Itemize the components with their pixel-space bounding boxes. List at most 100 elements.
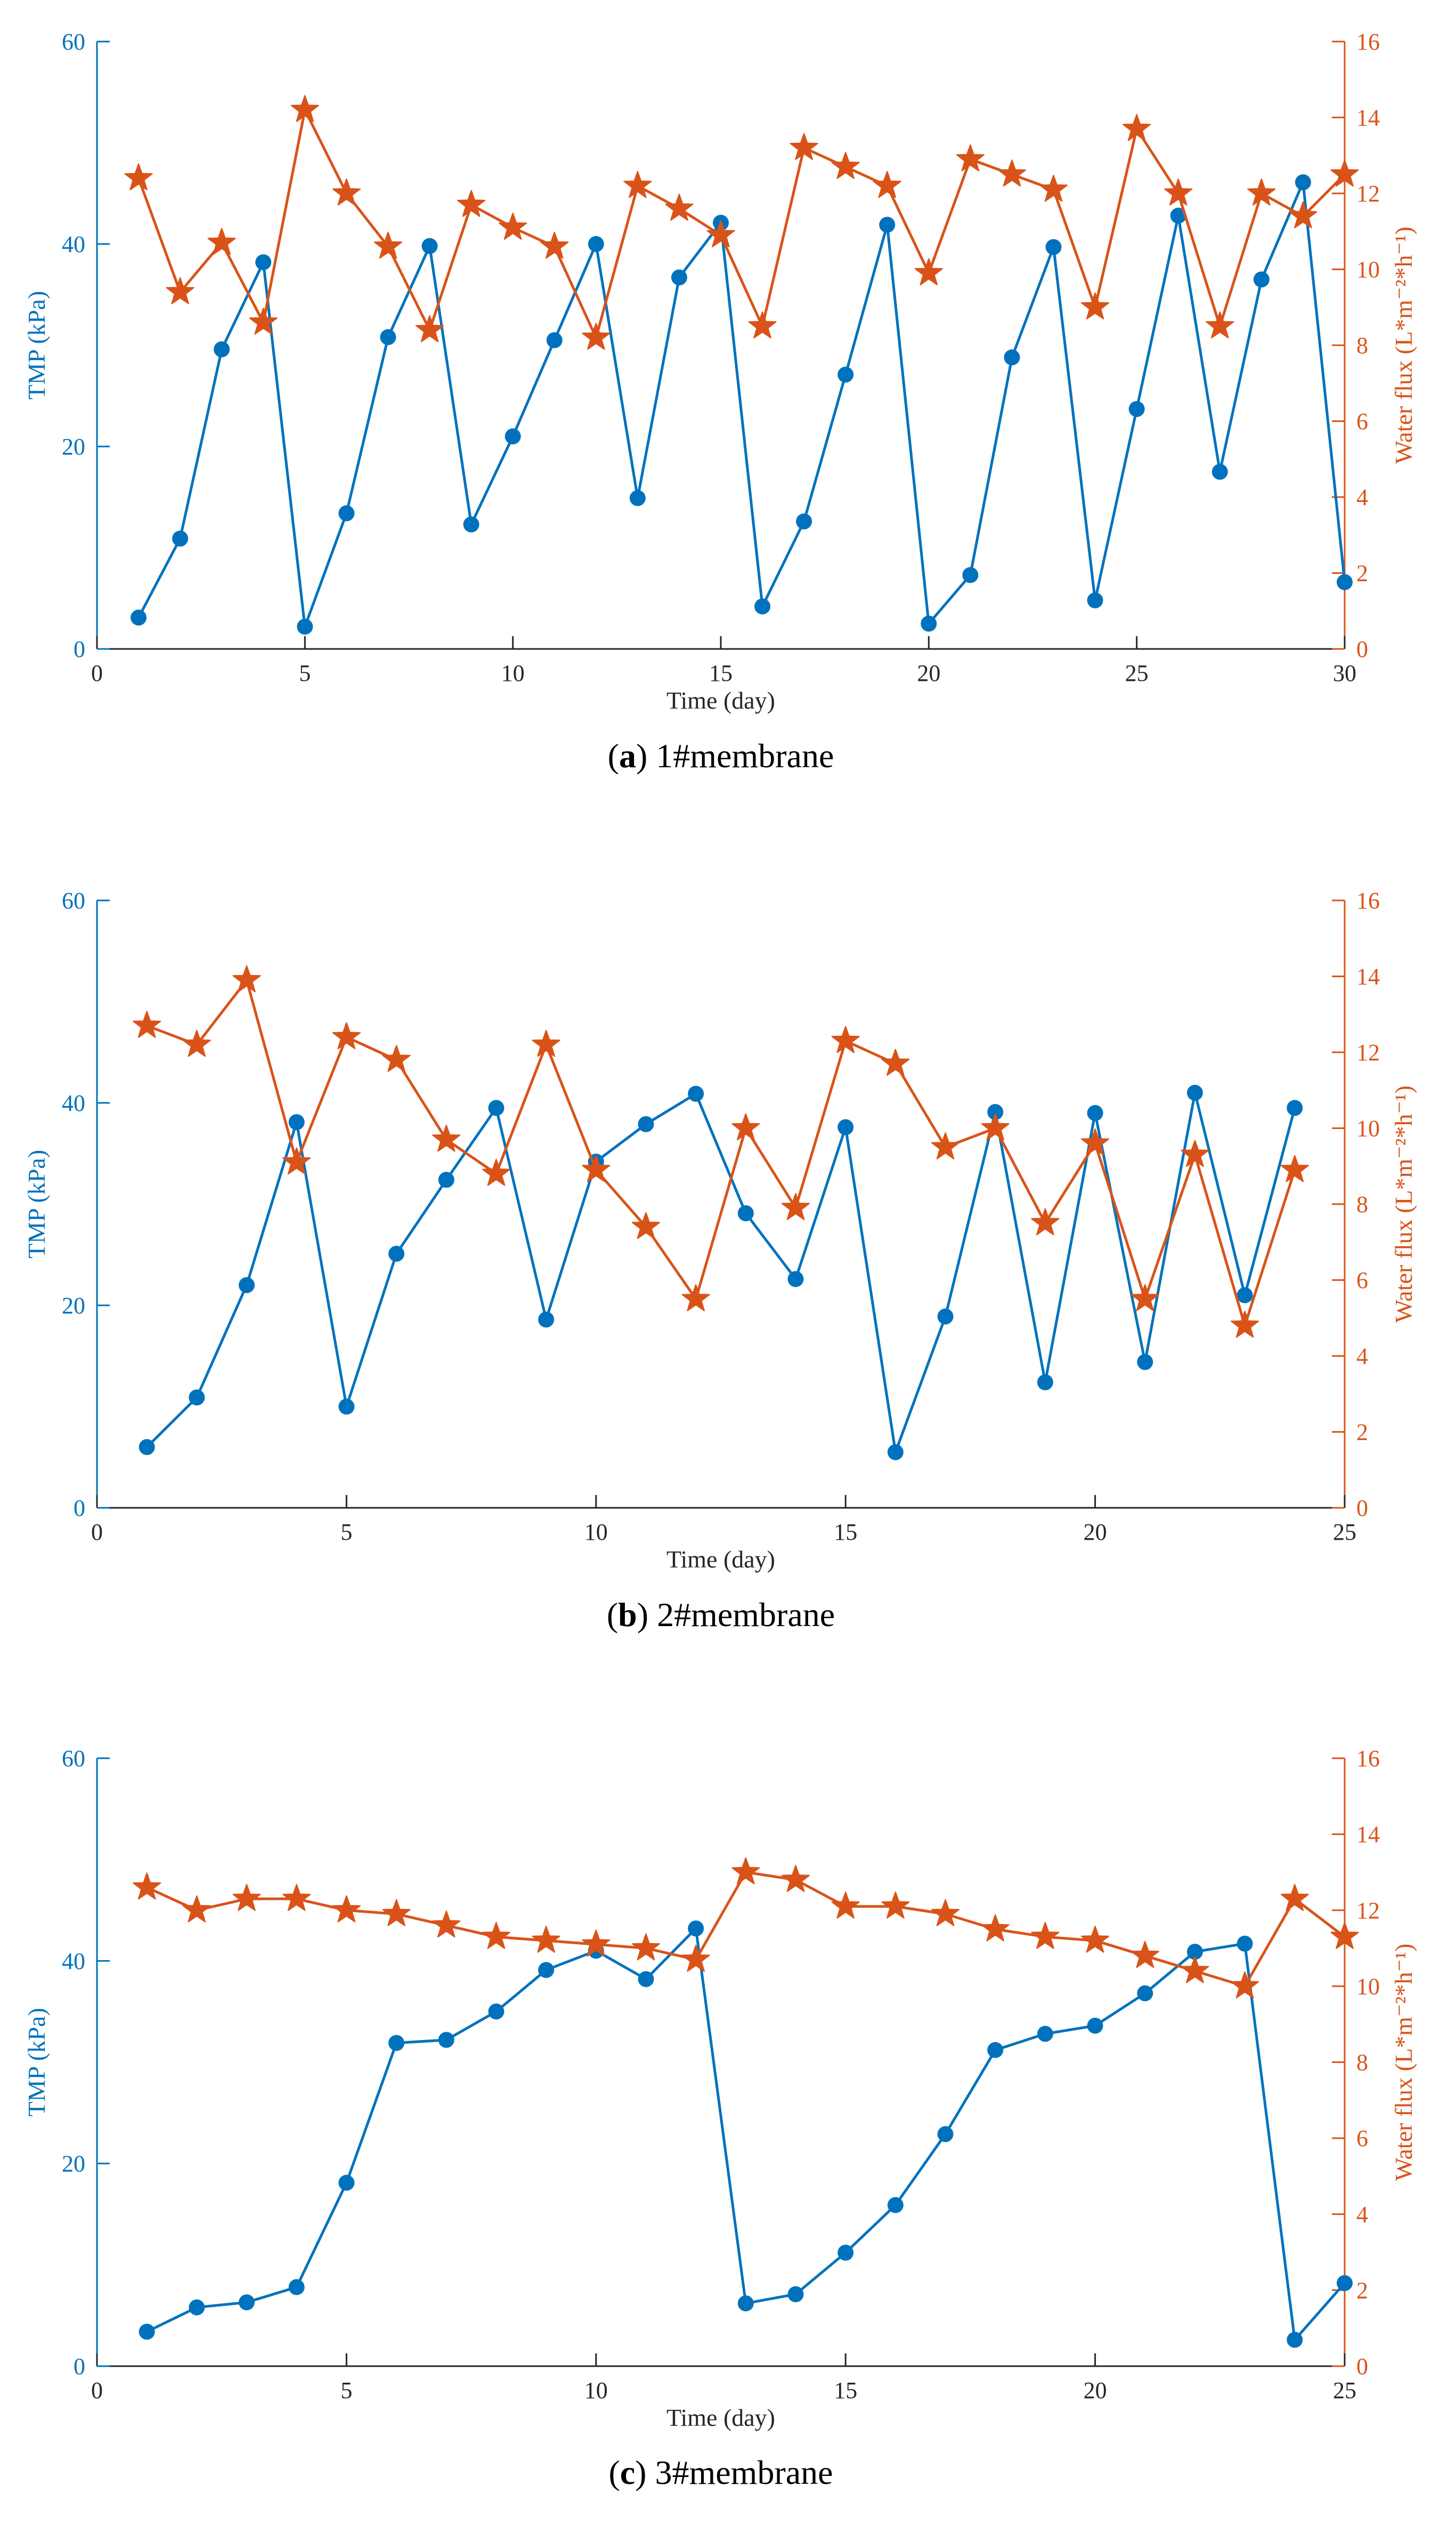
- tmp-point: [438, 1172, 454, 1188]
- right-y-tick-label: 16: [1356, 29, 1380, 55]
- tmp-point: [488, 1100, 505, 1116]
- left-y-tick-label: 40: [62, 231, 85, 257]
- x-tick-label: 20: [917, 660, 940, 686]
- water-flux-point: [681, 1945, 710, 1972]
- series-line-water-flux: [146, 1871, 1346, 1988]
- right-y-tick-label: 16: [1356, 1745, 1380, 1772]
- tmp-point: [987, 2042, 1004, 2058]
- tmp-point: [338, 505, 355, 522]
- water-flux-point: [432, 1124, 461, 1152]
- tmp-point: [588, 236, 604, 252]
- x-tick-label: 15: [834, 1519, 857, 1545]
- tmp-point: [139, 1439, 155, 1455]
- tmp-point: [1170, 207, 1186, 224]
- x-tick-label: 25: [1333, 2377, 1356, 2403]
- x-tick-label: 20: [1084, 1519, 1107, 1545]
- tmp-point: [887, 2197, 904, 2213]
- tmp-point: [1087, 592, 1103, 608]
- right-y-axis-title: Water flux (L*m⁻²*h⁻¹): [1390, 226, 1417, 464]
- caption-letter: a: [619, 737, 636, 775]
- left-y-tick-label: 40: [62, 1090, 85, 1116]
- water-flux-point: [232, 965, 261, 993]
- tmp-point: [688, 1920, 704, 1937]
- tmp-point: [1087, 1105, 1103, 1121]
- caption-text: 1#membrane: [647, 737, 834, 775]
- x-tick-label: 25: [1125, 660, 1149, 686]
- right-y-tick-label: 10: [1356, 1973, 1380, 2000]
- water-flux-point: [1031, 1922, 1060, 1949]
- right-y-tick-label: 10: [1356, 257, 1380, 283]
- caption-close-paren: ): [637, 1596, 648, 1634]
- x-tick-label: 20: [1084, 2377, 1107, 2403]
- water-flux-point: [207, 228, 236, 255]
- water-flux-point: [931, 1132, 960, 1159]
- left-y-tick-label: 20: [62, 1293, 85, 1319]
- water-flux-point: [1280, 1883, 1309, 1911]
- x-tick-label: 15: [834, 2377, 857, 2403]
- tmp-point: [1186, 1944, 1203, 1960]
- tmp-point: [488, 2003, 505, 2020]
- water-flux-point: [781, 1865, 810, 1892]
- water-flux-point: [831, 1026, 860, 1053]
- water-flux-point: [133, 1872, 161, 1900]
- left-y-tick-label: 0: [74, 636, 85, 662]
- tmp-point: [297, 619, 313, 635]
- water-flux-point: [382, 1899, 411, 1927]
- tmp-point: [787, 2286, 804, 2302]
- tmp-point: [1137, 1985, 1153, 2002]
- tmp-point: [754, 598, 771, 615]
- tmp-point: [239, 2294, 255, 2311]
- tmp-point: [787, 1271, 804, 1287]
- tmp-point: [288, 1114, 305, 1131]
- water-flux-point: [415, 315, 444, 343]
- panel-caption: (a) 1#membrane: [608, 737, 834, 775]
- x-tick-label: 0: [91, 1519, 103, 1545]
- tmp-point: [463, 516, 479, 533]
- right-y-axis-title: Water flux (L*m⁻²*h⁻¹): [1390, 1944, 1417, 2181]
- right-y-tick-label: 14: [1356, 105, 1380, 131]
- right-y-tick-label: 12: [1356, 181, 1380, 207]
- left-y-tick-label: 20: [62, 434, 85, 460]
- tmp-point: [837, 1119, 854, 1135]
- left-y-axis-title: TMP (kPa): [23, 2008, 50, 2116]
- water-flux-point: [432, 1910, 461, 1938]
- right-y-tick-label: 2: [1356, 1419, 1368, 1445]
- tmp-point: [1037, 1374, 1053, 1391]
- water-flux-point: [482, 1922, 511, 1949]
- x-tick-label: 30: [1333, 660, 1356, 686]
- tmp-point: [438, 2032, 454, 2048]
- right-y-tick-label: 0: [1356, 636, 1368, 662]
- left-y-tick-label: 60: [62, 29, 85, 55]
- water-flux-point: [232, 1883, 261, 1911]
- water-flux-point: [332, 178, 361, 206]
- water-flux-point: [997, 159, 1027, 187]
- water-flux-point: [1130, 1940, 1159, 1968]
- tmp-point: [538, 1311, 555, 1328]
- water-flux-point: [1080, 1128, 1110, 1156]
- caption-letter: c: [620, 2454, 635, 2491]
- tmp-point: [1237, 1287, 1253, 1303]
- right-y-tick-label: 10: [1356, 1116, 1380, 1142]
- tmp-point: [1295, 174, 1311, 191]
- tmp-point: [887, 1444, 904, 1460]
- tmp-point: [338, 2174, 355, 2191]
- right-y-tick-label: 4: [1356, 2202, 1368, 2228]
- caption-text: 2#membrane: [648, 1596, 835, 1634]
- water-flux-point: [332, 1022, 361, 1050]
- right-y-tick-label: 8: [1356, 1191, 1368, 1217]
- tmp-point: [987, 1104, 1004, 1120]
- water-flux-point: [681, 1284, 710, 1311]
- water-flux-point: [532, 1926, 560, 1953]
- water-flux-point: [881, 1891, 910, 1919]
- tmp-point: [1186, 1085, 1203, 1101]
- x-tick-label: 25: [1333, 1519, 1356, 1545]
- tmp-point: [214, 341, 230, 358]
- tmp-point: [189, 2299, 205, 2316]
- tmp-point: [1087, 2018, 1103, 2034]
- tmp-point: [189, 1389, 205, 1406]
- water-flux-point: [249, 307, 278, 335]
- tmp-point: [1128, 401, 1145, 417]
- water-flux-point: [1122, 113, 1151, 141]
